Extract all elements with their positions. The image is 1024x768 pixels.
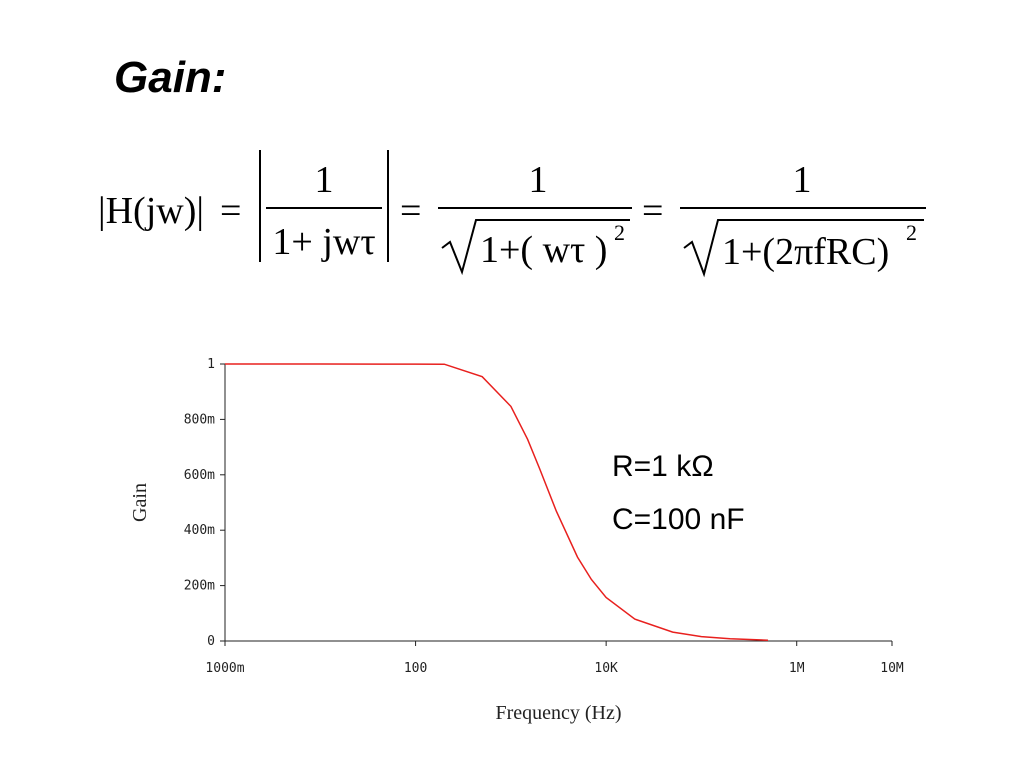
fraction-3-denominator: 1+(2πfRC) [722, 231, 889, 273]
y-tick-label: 800m [184, 412, 215, 427]
sqrt-sign-2 [441, 219, 630, 276]
lhs-magnitude: |H(jw)| [98, 190, 204, 232]
fraction-2-numerator: 1 [529, 159, 548, 201]
x-tick-label: 100 [404, 661, 427, 676]
y-tick-label: 400m [184, 523, 215, 538]
gain-frequency-chart: 0 200m 400m 600m 800m 1 1000m 100 10K 1M 10M Freque… [129, 357, 904, 724]
x-tick-label: 1M [789, 661, 805, 676]
y-tick-label: 600m [184, 468, 215, 483]
gain-equation: |H(jw)| = 1 1+ jwτ = 1 1+( wτ ) 2 = 1 1+… [98, 150, 926, 278]
equals-sign-2: = [400, 190, 421, 232]
x-tick-label: 1000m [205, 661, 244, 676]
sqrt-sign-3 [683, 219, 924, 278]
x-tick-label: 10K [594, 661, 618, 676]
slide-title: Gain: [114, 53, 227, 102]
gain-curve-line [225, 363, 769, 641]
y-axis-title: Gain [129, 483, 151, 522]
resistor-value-label: R=1 kΩ [612, 450, 714, 483]
x-tick-label: 10M [880, 661, 904, 676]
x-axis-title: Frequency (Hz) [495, 702, 621, 724]
fraction-3-numerator: 1 [793, 159, 812, 201]
fraction-3-exponent: 2 [906, 220, 917, 245]
capacitor-value-label: C=100 nF [612, 503, 745, 536]
fraction-1-denominator: 1+ jwτ [272, 221, 375, 263]
y-tick-label: 200m [184, 579, 215, 594]
fraction-1-numerator: 1 [315, 159, 334, 201]
fraction-2-denominator: 1+( wτ ) [480, 229, 607, 271]
equals-sign-3: = [642, 190, 663, 232]
y-tick-label: 0 [207, 634, 215, 649]
fraction-2-exponent: 2 [614, 220, 625, 245]
y-tick-label: 1 [207, 357, 215, 372]
equals-sign-1: = [220, 190, 241, 232]
